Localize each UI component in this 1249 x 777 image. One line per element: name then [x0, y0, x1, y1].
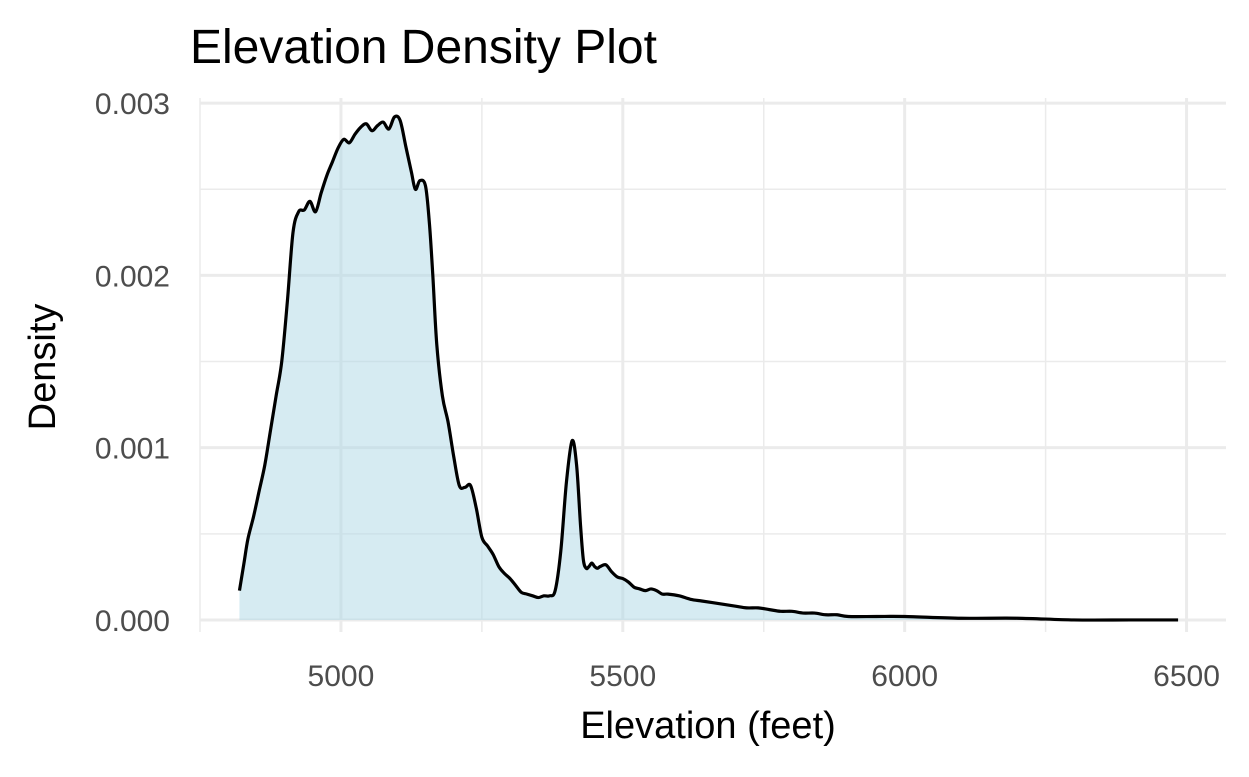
area-layer: [237, 114, 1179, 622]
tick-labels: 5000 5500 6000 6500 0.000 0.001 0.002 0.003: [95, 88, 1220, 693]
density-curve: [237, 114, 1179, 622]
x-tick-label: 5000: [308, 660, 375, 693]
y-axis-title: Density: [22, 304, 64, 431]
chart-title: Elevation Density Plot: [190, 21, 657, 74]
x-tick-label: 6000: [871, 660, 938, 693]
y-tick-label: 0.003: [95, 88, 170, 121]
x-tick-label: 6500: [1153, 660, 1220, 693]
x-axis-title: Elevation (feet): [580, 705, 836, 747]
y-tick-label: 0.000: [95, 605, 170, 638]
y-tick-label: 0.001: [95, 433, 170, 466]
density-area-fill: [239, 116, 1179, 621]
y-tick-label: 0.002: [95, 260, 170, 293]
x-tick-label: 5500: [589, 660, 656, 693]
